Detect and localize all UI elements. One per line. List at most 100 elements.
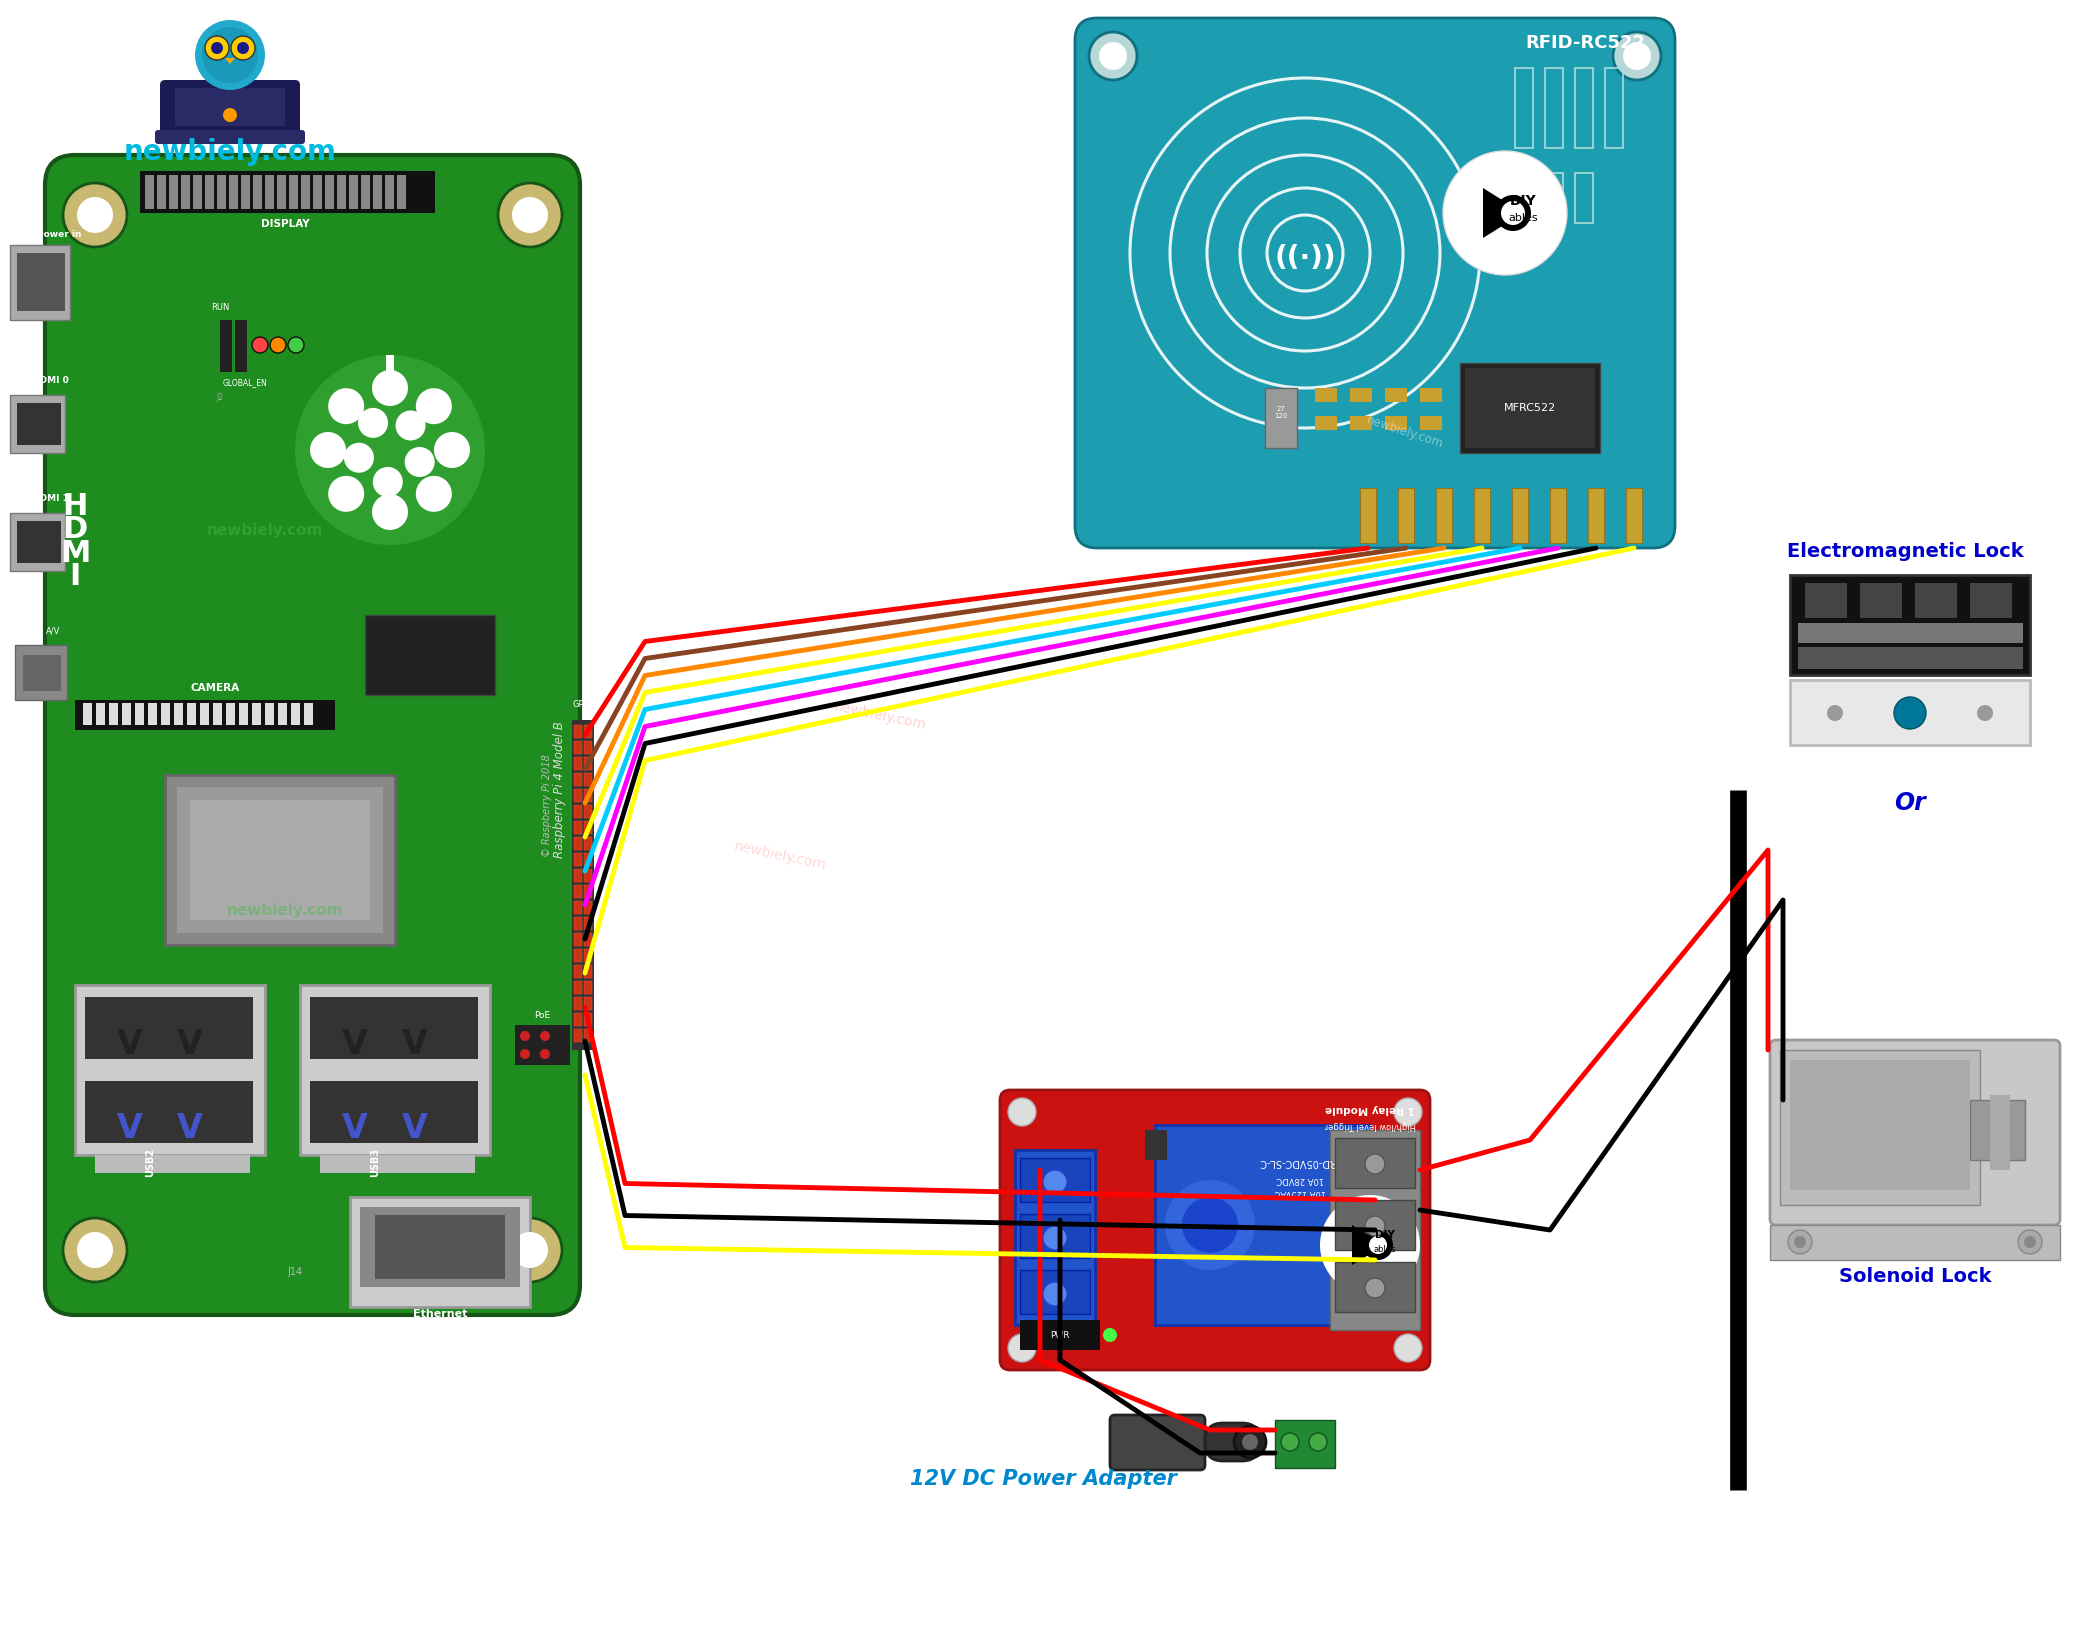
Circle shape [1826,705,1843,722]
Circle shape [329,389,364,424]
Circle shape [343,443,375,473]
Bar [205,175,214,209]
Bar [1989,1094,2010,1170]
Bar [1545,173,1562,222]
Circle shape [498,1218,561,1282]
Bar [241,175,249,209]
Text: 12V DC Power Adapter: 12V DC Power Adapter [911,1468,1177,1490]
Circle shape [1043,1226,1068,1249]
Circle shape [222,109,237,122]
Bar [228,175,239,209]
Bar [220,320,232,372]
Circle shape [513,198,549,232]
Circle shape [1181,1196,1238,1252]
Text: CAMERA: CAMERA [191,682,239,694]
Text: MFRC522: MFRC522 [1503,404,1556,414]
FancyBboxPatch shape [159,81,299,135]
Bar [1575,68,1594,148]
Bar [1514,68,1533,148]
Bar [276,175,287,209]
Circle shape [1365,1277,1384,1299]
Bar [1769,1224,2060,1261]
Circle shape [211,41,222,54]
Bar [574,916,582,929]
Bar [584,821,593,834]
Text: 27
120: 27 120 [1275,405,1288,419]
Circle shape [1007,1333,1037,1361]
Bar [86,997,253,1060]
Bar [398,175,406,209]
Bar [218,175,226,209]
Bar [15,644,67,700]
Circle shape [2019,1229,2042,1254]
Bar [191,799,371,920]
Text: DIY: DIY [1376,1229,1395,1239]
Bar [289,175,297,209]
Bar [373,175,381,209]
Text: V: V [402,1028,427,1061]
Bar [17,254,65,311]
Circle shape [2025,1236,2035,1248]
Bar [201,704,209,725]
Bar [1351,415,1372,430]
FancyBboxPatch shape [1769,1040,2060,1224]
Bar [170,175,178,209]
FancyBboxPatch shape [1001,1089,1430,1369]
Circle shape [396,410,425,440]
Circle shape [373,466,402,498]
Text: newbiely.com: newbiely.com [733,840,827,873]
Bar [1970,583,2012,618]
Text: V: V [341,1028,369,1061]
Bar [584,773,593,786]
Bar [1399,488,1413,542]
Text: USB2: USB2 [144,1149,155,1177]
Text: newbiely.com: newbiely.com [833,700,928,733]
Bar [1474,488,1491,542]
Circle shape [433,432,469,468]
Bar [140,171,436,213]
Bar [1020,1159,1091,1201]
Circle shape [1282,1434,1298,1450]
Bar [1799,648,2023,669]
Bar [279,704,287,725]
Bar [304,704,312,725]
Bar [1587,488,1604,542]
Text: V: V [341,1112,369,1145]
Bar [176,87,285,125]
Bar [1384,387,1407,402]
Circle shape [329,476,364,513]
Bar [165,775,396,944]
Bar [186,704,197,725]
Bar [1436,488,1451,542]
Bar [584,725,593,738]
Bar [1805,583,1847,618]
Text: V: V [178,1028,203,1061]
Circle shape [1043,1170,1068,1195]
Text: High/low level Trigger: High/low level Trigger [1323,1121,1416,1131]
Bar [226,704,235,725]
Bar [1545,68,1562,148]
Bar [574,837,582,850]
Bar [1351,387,1372,402]
Text: Or: Or [1895,791,1926,816]
Bar [574,725,582,738]
Bar [75,700,335,730]
Text: newbiely.com: newbiely.com [124,138,337,166]
Text: DIY: DIY [1510,194,1537,208]
Circle shape [270,336,287,353]
Circle shape [1977,705,1993,722]
Bar [584,997,593,1010]
Bar [574,966,582,977]
Bar [1020,1215,1091,1257]
Bar [574,997,582,1010]
Bar [310,997,477,1060]
Bar [584,854,593,865]
Circle shape [1104,1328,1116,1341]
Text: Raspberry Pi 4 Model B: Raspberry Pi 4 Model B [553,722,567,859]
Circle shape [519,1050,530,1060]
Circle shape [1893,697,1926,728]
Bar [1265,387,1296,448]
Text: V: V [178,1112,203,1145]
Text: SRD-05VDC-SL-C: SRD-05VDC-SL-C [1258,1157,1342,1167]
Bar [1627,488,1642,542]
